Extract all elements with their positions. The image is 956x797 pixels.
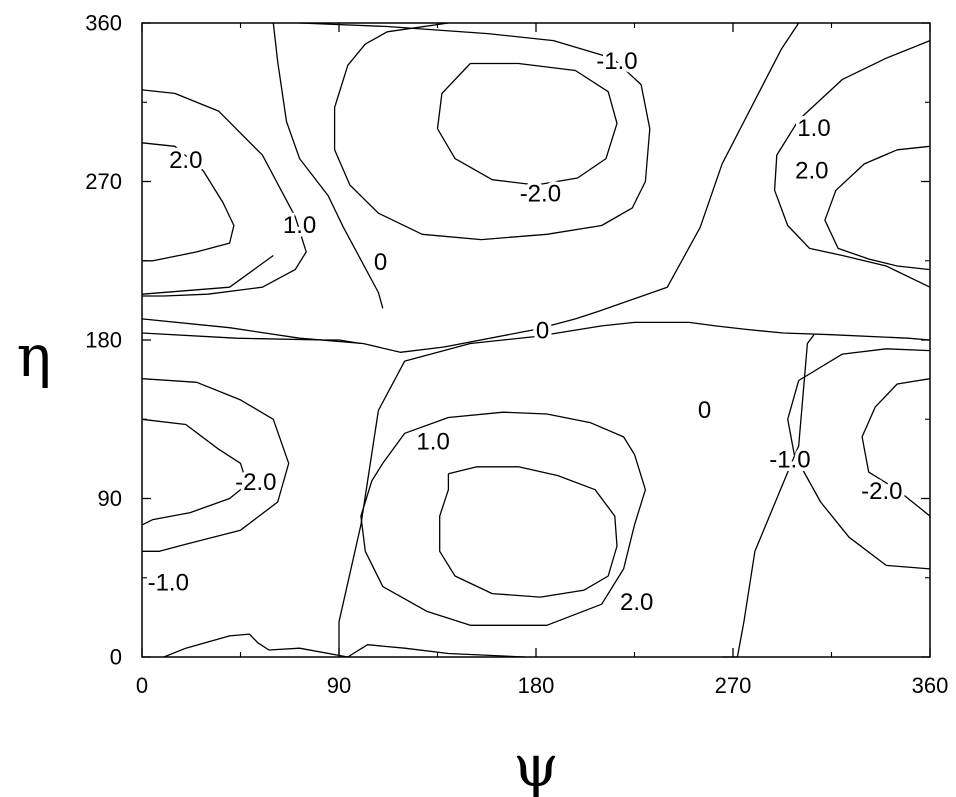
x-tick-label: 270 (715, 673, 752, 698)
contour-label-9: 1.0 (416, 429, 449, 456)
contour-line-10 (773, 39, 931, 288)
contour-label-10: -1.0 (769, 446, 810, 473)
x-tick-label: 180 (518, 673, 555, 698)
contour-line-6 (338, 321, 690, 657)
x-tick-label: 0 (136, 673, 148, 698)
contour-line-5 (141, 254, 274, 295)
contour-line-17 (439, 466, 618, 598)
y-tick-label: 0 (110, 645, 122, 670)
contour-label-13: -1.0 (148, 570, 189, 597)
contour-labels: -1.0 -2.0 0 1.0 2.0 1.0 2.0 0 0 1.0 -1.0 -2.0 -2.0 -1… (144, 45, 906, 620)
contour-label-6: 2.0 (795, 157, 828, 184)
y-axis-label: η (17, 322, 52, 390)
y-axis: 0 90 180 270 360 (85, 11, 930, 670)
contour-label-2: 0 (374, 249, 387, 276)
contour-label-3: 1.0 (283, 212, 316, 239)
x-axis: 0 90 180 270 360 (136, 23, 948, 698)
contour-label-1: -2.0 (520, 180, 561, 207)
contour-line-18 (163, 633, 526, 658)
contour-line-13 (141, 418, 248, 526)
contour-line-16 (360, 411, 647, 626)
y-tick-label: 90 (98, 486, 122, 511)
x-axis-label: ψ (513, 732, 558, 797)
contour-label-14: 2.0 (620, 589, 653, 616)
contour-line-11 (824, 145, 931, 271)
contour-line-0 (299, 22, 651, 241)
contour-label-12: -2.0 (235, 469, 276, 496)
contour-label-11: -2.0 (861, 478, 902, 505)
contour-line-3 (141, 22, 800, 353)
contour-line-19 (722, 334, 815, 658)
contour-lines (141, 22, 931, 658)
contour-label-7: 0 (536, 318, 549, 345)
contour-line-4 (141, 332, 362, 345)
y-tick-label: 270 (85, 169, 122, 194)
contour-label-5: 1.0 (797, 115, 830, 142)
contour-line-15 (861, 378, 931, 517)
contour-label-0: -1.0 (596, 48, 637, 75)
contour-label-4: 2.0 (169, 147, 202, 174)
x-tick-label: 360 (912, 673, 949, 698)
contour-line-7 (689, 321, 931, 341)
contour-line-12 (141, 378, 290, 552)
x-tick-label: 90 (327, 673, 351, 698)
contour-line-1 (436, 62, 618, 186)
y-tick-label: 360 (85, 11, 122, 36)
contour-line-14 (787, 348, 931, 570)
contour-label-8: 0 (698, 397, 711, 424)
contour-line-2 (272, 22, 384, 309)
contour-line-9 (141, 142, 235, 262)
contour-line-8 (141, 89, 307, 297)
y-tick-label: 180 (85, 328, 122, 353)
